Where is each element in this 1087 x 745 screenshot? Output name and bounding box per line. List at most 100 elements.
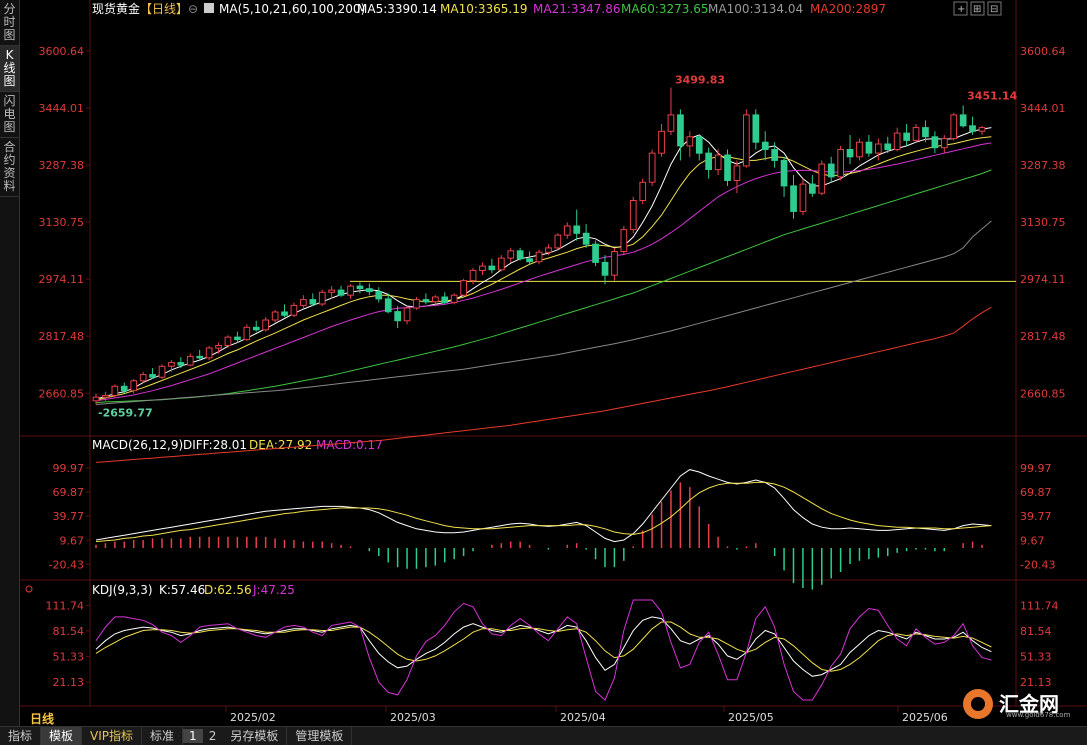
- price-tick-right: 3444.01: [1020, 102, 1066, 115]
- ma21-value: MA21:3347.86: [533, 2, 621, 16]
- macd-line-dea: [95, 481, 992, 543]
- candle-body: [978, 127, 986, 132]
- candle-body: [705, 152, 712, 171]
- candle-body: [809, 183, 816, 194]
- candle-body: [526, 258, 533, 263]
- chart-area[interactable]: 现货黄金 【日线】 ⊖ MA(5,10,21,60,100,200) MA5:3…: [20, 0, 1087, 726]
- candle-body: [177, 362, 185, 366]
- gold678-logo: 汇金网 www.gold678.com: [963, 686, 1081, 722]
- macd-dea: DEA:27.92: [249, 438, 312, 452]
- candle-body: [422, 299, 430, 303]
- candle-body: [743, 114, 750, 167]
- sidebar-item-kline[interactable]: K线图: [0, 46, 19, 92]
- candle-body: [969, 125, 976, 132]
- price-tick-right: 2817.48: [1020, 330, 1066, 343]
- sidebar-item-flash[interactable]: 闪电图: [0, 92, 19, 138]
- candle-body: [903, 132, 910, 141]
- ma10-value: MA10:3365.19: [440, 2, 528, 16]
- candle-body: [941, 138, 948, 149]
- tab-indicators[interactable]: 指标: [0, 727, 42, 745]
- zoom-in-button[interactable]: [970, 1, 985, 16]
- crosshair-button[interactable]: [953, 1, 968, 16]
- candle-body: [243, 326, 251, 341]
- tab-manage-templates[interactable]: 管理模板: [287, 727, 353, 745]
- candle-body: [601, 261, 609, 276]
- candle-body: [837, 149, 844, 178]
- ma-toggle-icon[interactable]: [204, 3, 214, 13]
- tab-save-template[interactable]: 另存模板: [222, 727, 288, 745]
- candle-body: [300, 299, 307, 306]
- macd-legend: MACD(26,12,9) DIFF:28.01 DEA:27.92 MACD:…: [92, 438, 383, 452]
- zoom-out-button[interactable]: [987, 1, 1002, 16]
- candle-body: [224, 336, 232, 347]
- candle-body: [592, 243, 599, 263]
- candle-body: [724, 154, 731, 181]
- ma100-value: MA100:3134.04: [708, 2, 803, 16]
- candle-body: [563, 225, 571, 236]
- ma200-value: MA200:2897: [810, 2, 886, 16]
- kdj-tick-left: 21.13: [53, 676, 85, 689]
- candle-body: [827, 163, 835, 178]
- candle-body: [479, 265, 486, 272]
- price-tick-right: 3287.38: [1020, 159, 1066, 172]
- settings-icon[interactable]: ⊖: [188, 2, 198, 16]
- candle-body: [884, 143, 892, 150]
- candle-body: [771, 149, 778, 161]
- candle-body: [130, 380, 138, 392]
- kdj-line-d: [95, 621, 992, 672]
- candle-body: [271, 311, 279, 321]
- period-selector-button[interactable]: 日线: [30, 712, 55, 726]
- date-label: 2025/04: [560, 711, 606, 724]
- kdj-title: KDJ(9,3,3): [92, 583, 153, 597]
- candle-body: [818, 163, 826, 194]
- candle-body: [922, 127, 929, 138]
- annotation-high: 3499.83: [675, 74, 725, 87]
- candle-body: [875, 143, 882, 154]
- date-label: 2025/03: [390, 711, 436, 724]
- macd-tick-right: -20.43: [1020, 558, 1055, 571]
- candle-body: [196, 355, 204, 359]
- macd-tick-right: 99.97: [1020, 462, 1052, 475]
- candle-body: [205, 347, 213, 359]
- candle-body: [658, 130, 665, 154]
- sidebar-item-contract-info[interactable]: 合约资料: [0, 138, 19, 197]
- price-tick-right: 3130.75: [1020, 216, 1066, 229]
- sidebar-item-timeshare[interactable]: 分时图: [0, 0, 19, 46]
- tab-templates[interactable]: 模板: [41, 727, 83, 745]
- candle-body: [441, 296, 449, 303]
- page-1-button[interactable]: 1: [183, 729, 203, 743]
- date-label: 2025/02: [230, 711, 276, 724]
- kdj-settings-icon[interactable]: [25, 585, 33, 593]
- candle-body: [337, 289, 345, 296]
- candle-body: [714, 154, 722, 171]
- candle-body: [856, 141, 863, 158]
- candle-body: [469, 269, 477, 282]
- date-label: 2025/05: [728, 711, 774, 724]
- macd-tick-left: 9.67: [60, 534, 85, 547]
- candle-body: [799, 183, 807, 212]
- instrument-name: 现货黄金: [92, 1, 140, 16]
- candle-body: [959, 114, 967, 127]
- kdj-tick-right: 111.74: [1020, 599, 1059, 612]
- macd-diff: DIFF:28.01: [183, 438, 247, 452]
- candle-body: [629, 200, 637, 231]
- candle-body: [761, 141, 769, 150]
- tab-standard[interactable]: 标准: [142, 727, 184, 745]
- candle-body: [790, 185, 797, 212]
- candle-body: [780, 159, 788, 187]
- tab-vip-indicators[interactable]: VIP指标: [82, 727, 143, 745]
- price-tick-left: 2974.11: [39, 273, 85, 286]
- page-2-button[interactable]: 2: [208, 729, 217, 743]
- candle-body: [375, 291, 383, 300]
- candle-body: [394, 311, 401, 322]
- price-tick-left: 3444.01: [39, 102, 85, 115]
- macd-tick-right: 9.67: [1020, 534, 1045, 547]
- ma-legend: 现货黄金 【日线】 ⊖ MA(5,10,21,60,100,200) MA5:3…: [92, 1, 886, 16]
- annotation-recent-high: 3451.14: [967, 89, 1017, 102]
- candle-body: [234, 336, 241, 341]
- date-label: 2025/06: [902, 711, 948, 724]
- macd-tick-right: 69.87: [1020, 486, 1052, 499]
- candle-body: [120, 385, 128, 392]
- logo-text: 汇金网: [999, 692, 1059, 716]
- zoom-in-icon: ⊞: [973, 4, 981, 15]
